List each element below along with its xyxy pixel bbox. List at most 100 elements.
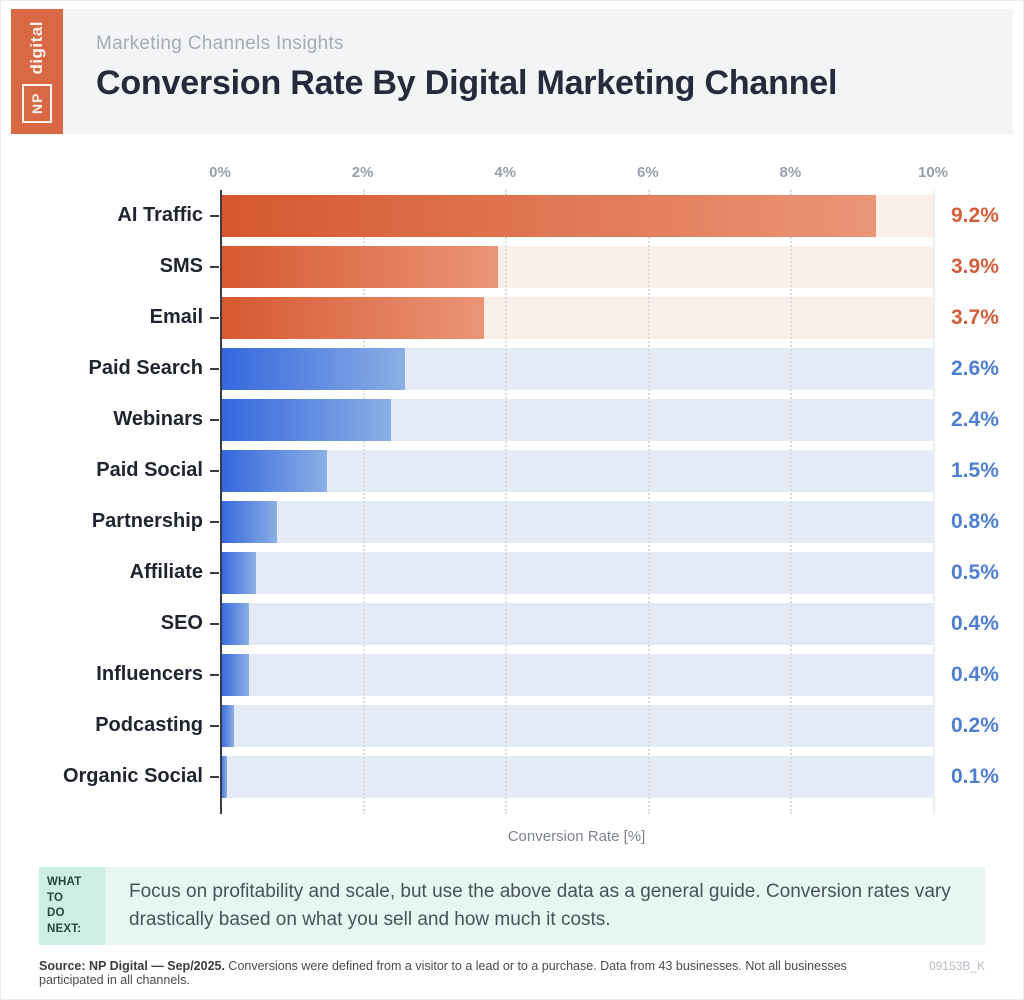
chart-rows: AI Traffic 9.2% SMS 3.9% Email 3.7% Paid… <box>11 190 1013 802</box>
row-tick-mark <box>210 214 220 217</box>
row-value: 0.1% <box>951 764 999 788</box>
chart-row: SEO 0.4% <box>11 598 1013 649</box>
source-text: Source: NP Digital — Sep/2025. Conversio… <box>39 959 909 987</box>
y-axis-line <box>220 190 222 814</box>
row-label: Affiliate <box>129 561 203 583</box>
chart-row: Podcasting 0.2% <box>11 700 1013 751</box>
row-value: 0.8% <box>951 509 999 533</box>
row-value: 0.5% <box>951 560 999 584</box>
chart-row: Influencers 0.4% <box>11 649 1013 700</box>
bar <box>220 704 235 747</box>
row-tick-mark <box>210 622 220 625</box>
row-track <box>220 296 933 339</box>
row-label: Webinars <box>113 408 203 430</box>
source-rest: Conversions were defined from a visitor … <box>39 959 847 988</box>
chart-row: Paid Search 2.6% <box>11 343 1013 394</box>
row-value: 2.4% <box>951 407 999 431</box>
row-value: 3.9% <box>951 254 999 278</box>
chart-row: Organic Social 0.1% <box>11 751 1013 802</box>
bar <box>220 296 484 339</box>
chart-row: Partnership 0.8% <box>11 496 1013 547</box>
row-value: 2.6% <box>951 356 999 380</box>
row-track <box>220 347 933 390</box>
row-label: Podcasting <box>95 714 203 736</box>
row-label: SMS <box>159 255 203 277</box>
callout-badge: WHAT TO DO NEXT: <box>39 867 105 946</box>
np-digital-logo: NP digital <box>11 9 63 134</box>
x-tick-label: 6% <box>636 164 659 181</box>
row-tick-mark <box>210 265 220 268</box>
logo-brand-text: digital <box>27 20 47 75</box>
document-code: 09153B_K <box>928 959 985 974</box>
bar <box>220 245 499 288</box>
row-tick-mark <box>210 571 220 574</box>
x-tick-label: 0% <box>209 164 231 181</box>
row-label: Influencers <box>96 663 203 685</box>
x-axis-ticks: 0% 2% 4% 6% 8% 10% <box>209 164 948 190</box>
bar-chart: 0% 2% 4% 6% 8% 10% AI Traffic 9.2% SMS 3.9% E… <box>11 164 1013 845</box>
row-tick-mark <box>210 673 220 676</box>
row-label: Partnership <box>91 510 203 532</box>
row-label: SEO <box>160 612 203 634</box>
header: NP digital Marketing Channels Insights C… <box>11 9 1013 134</box>
logo-rotated-text: NP digital <box>22 20 53 123</box>
x-tick-label: 4% <box>494 164 517 181</box>
row-tick-mark <box>210 775 220 778</box>
row-track <box>220 704 933 747</box>
row-tick-mark <box>210 418 220 421</box>
row-track <box>220 194 933 237</box>
eyebrow-subtitle: Marketing Channels Insights <box>96 33 344 54</box>
row-tick-mark <box>210 469 220 472</box>
x-tick-label: 8% <box>779 164 802 181</box>
row-track <box>220 602 933 645</box>
bar <box>220 449 327 492</box>
row-value: 3.7% <box>951 305 999 329</box>
row-track <box>220 551 933 594</box>
x-tick-label: 10% <box>917 164 949 181</box>
x-tick-label: 2% <box>351 164 374 181</box>
row-tick-mark <box>210 316 220 319</box>
bar <box>220 398 392 441</box>
row-track <box>220 653 933 696</box>
what-to-do-next-callout: WHAT TO DO NEXT: Focus on profitability … <box>39 867 985 946</box>
bar <box>220 500 278 543</box>
row-value: 9.2% <box>951 203 999 227</box>
logo-np-mark: NP <box>22 83 53 123</box>
row-tick-mark <box>210 520 220 523</box>
row-tick-mark <box>210 367 220 370</box>
source-footer: Source: NP Digital — Sep/2025. Conversio… <box>39 959 985 987</box>
row-label: Organic Social <box>62 765 203 787</box>
plot-area: AI Traffic 9.2% SMS 3.9% Email 3.7% Paid… <box>11 190 1013 814</box>
row-value: 0.2% <box>951 713 999 737</box>
bar <box>220 194 876 237</box>
row-value: 1.5% <box>951 458 999 482</box>
header-text: Marketing Channels Insights Conversion R… <box>11 9 1013 103</box>
row-label: Paid Search <box>88 357 203 379</box>
page-title: Conversion Rate By Digital Marketing Cha… <box>96 64 838 102</box>
callout-text: Focus on profitability and scale, but us… <box>129 881 951 931</box>
bar <box>220 347 406 390</box>
bar <box>220 551 256 594</box>
chart-row: SMS 3.9% <box>11 241 1013 292</box>
row-track <box>220 500 933 543</box>
chart-row: Affiliate 0.5% <box>11 547 1013 598</box>
row-tick-mark <box>210 724 220 727</box>
chart-row: Paid Social 1.5% <box>11 445 1013 496</box>
chart-row: Email 3.7% <box>11 292 1013 343</box>
row-track <box>220 755 933 798</box>
row-track <box>220 398 933 441</box>
chart-row: Webinars 2.4% <box>11 394 1013 445</box>
row-track <box>220 449 933 492</box>
chart-row: AI Traffic 9.2% <box>11 190 1013 241</box>
bar <box>220 602 249 645</box>
x-axis-title: Conversion Rate [%] <box>507 828 646 845</box>
row-label: Email <box>149 306 203 328</box>
row-value: 0.4% <box>951 611 999 635</box>
row-label: AI Traffic <box>117 204 203 226</box>
source-bold: Source: NP Digital — Sep/2025. <box>39 959 225 974</box>
bar <box>220 653 249 696</box>
row-value: 0.4% <box>951 662 999 686</box>
row-track <box>220 245 933 288</box>
bar <box>220 755 228 798</box>
row-label: Paid Social <box>96 459 203 481</box>
